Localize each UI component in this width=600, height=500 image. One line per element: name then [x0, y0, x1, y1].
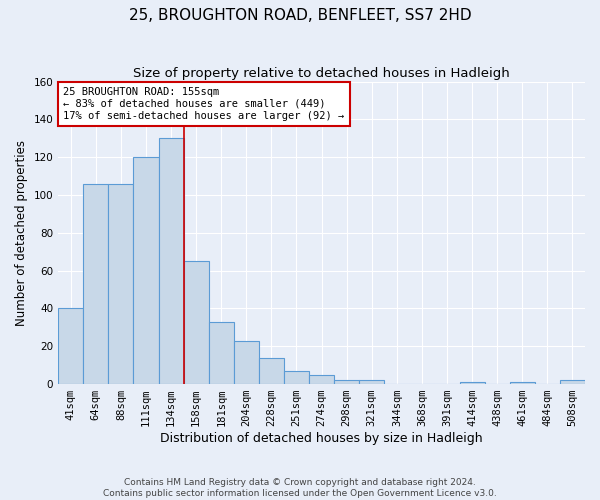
Bar [560, 380, 585, 384]
Bar [359, 380, 385, 384]
Bar [109, 184, 133, 384]
Bar [460, 382, 485, 384]
Bar [284, 371, 309, 384]
Bar [133, 158, 158, 384]
Text: 25, BROUGHTON ROAD, BENFLEET, SS7 2HD: 25, BROUGHTON ROAD, BENFLEET, SS7 2HD [128, 8, 472, 22]
Bar [334, 380, 359, 384]
Bar [309, 374, 334, 384]
Bar [234, 340, 259, 384]
Bar [158, 138, 184, 384]
Text: 25 BROUGHTON ROAD: 155sqm
← 83% of detached houses are smaller (449)
17% of semi: 25 BROUGHTON ROAD: 155sqm ← 83% of detac… [63, 88, 344, 120]
Text: Contains HM Land Registry data © Crown copyright and database right 2024.
Contai: Contains HM Land Registry data © Crown c… [103, 478, 497, 498]
Bar [510, 382, 535, 384]
Bar [259, 358, 284, 384]
Bar [184, 261, 209, 384]
Bar [83, 184, 109, 384]
Y-axis label: Number of detached properties: Number of detached properties [15, 140, 28, 326]
Title: Size of property relative to detached houses in Hadleigh: Size of property relative to detached ho… [133, 68, 510, 80]
X-axis label: Distribution of detached houses by size in Hadleigh: Distribution of detached houses by size … [160, 432, 483, 445]
Bar [209, 322, 234, 384]
Bar [58, 308, 83, 384]
